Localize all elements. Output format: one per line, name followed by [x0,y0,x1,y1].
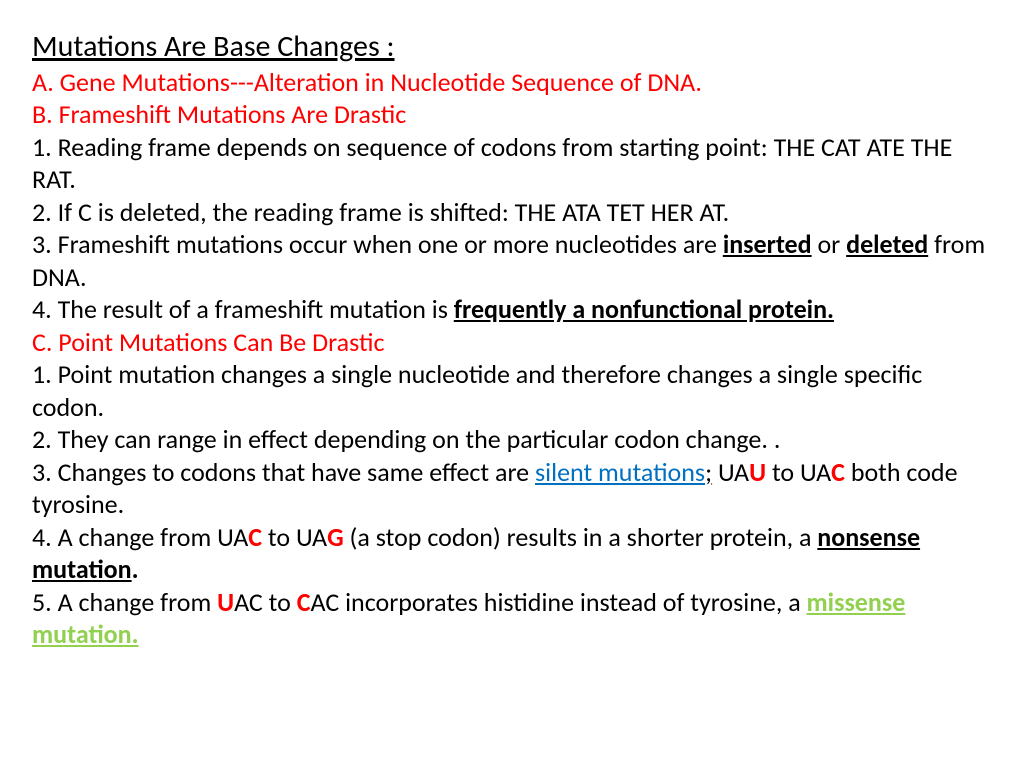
c4-mid: to UA [262,521,327,553]
c4-pre: 4. A change from UA [32,521,248,553]
c4-post: (a stop codon) results in a shorter prot… [344,521,818,553]
b4-pre: 4. The result of a frameshift mutation i… [32,293,454,325]
point-c4: 4. A change from UAC to UAG (a stop codo… [32,521,992,586]
c3-pre: 3. Changes to codons that have same effe… [32,456,535,488]
c5-mid2: AC incorporates histidine instead of tyr… [310,586,806,618]
c3-mid2: to UA [766,456,831,488]
c5-c: C [297,586,311,618]
c5-mid1: AC to [234,586,297,618]
c3-c: C [831,456,845,488]
heading-a: A. Gene Mutations---Alteration in Nucleo… [32,66,992,99]
c4-dot: . [132,553,139,585]
heading-b: B. Frameshift Mutations Are Drastic [32,98,992,131]
b3-inserted: inserted [723,228,812,260]
point-b1: 1. Reading frame depends on sequence of … [32,131,992,196]
c4-c: C [248,521,262,553]
point-c5: 5. A change from UAC to CAC incorporates… [32,586,992,651]
b3-or: or [812,228,847,260]
b3-deleted: deleted [846,228,928,260]
point-c3: 3. Changes to codons that have same effe… [32,456,992,521]
point-b4: 4. The result of a frameshift mutation i… [32,293,992,326]
c5-u: U [217,586,234,618]
c3-u: U [749,456,766,488]
point-b3: 3. Frameshift mutations occur when one o… [32,228,992,293]
page-title: Mutations Are Base Changes : [32,28,992,66]
point-b2: 2. If C is deleted, the reading frame is… [32,196,992,229]
heading-c: C. Point Mutations Can Be Drastic [32,326,992,359]
point-c2: 2. They can range in effect depending on… [32,423,992,456]
b3-pre: 3. Frameshift mutations occur when one o… [32,228,723,260]
c3-mid1: UA [712,456,749,488]
b4-bold: frequently a nonfunctional protein. [454,293,834,325]
c5-pre: 5. A change from [32,586,217,618]
c3-silent-mutations: silent mutations [535,456,705,488]
c4-g: G [327,521,344,553]
point-c1: 1. Point mutation changes a single nucle… [32,358,992,423]
